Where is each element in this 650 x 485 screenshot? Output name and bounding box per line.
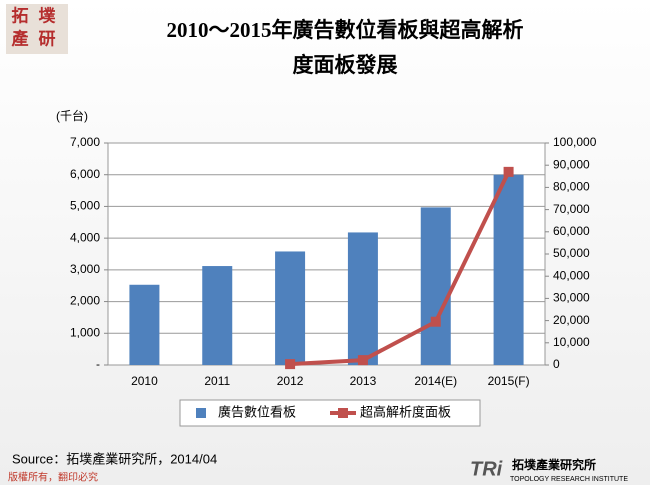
- x-tick-label: 2014(E): [414, 374, 457, 388]
- line-marker: [357, 355, 368, 366]
- chart-title: 度面板發展: [293, 53, 398, 77]
- x-tick-label: 2011: [204, 374, 230, 388]
- legend-swatch: [338, 408, 348, 418]
- brand: 拓墣產業研究所: [512, 457, 596, 472]
- copyright: 版權所有，翻印必究: [8, 471, 98, 484]
- brand-en: TOPOLOGY RESEARCH INSTITUTE: [510, 476, 628, 483]
- y2-tick-label: 20,000: [553, 313, 590, 327]
- x-tick-label: 2013: [350, 374, 377, 388]
- x-tick-label: 2010: [131, 374, 158, 388]
- y-tick-label: 5,000: [70, 199, 100, 213]
- y2-tick-label: 0: [553, 357, 560, 371]
- chart-title: 2010～2015年廣告數位看板與超高解析: [167, 18, 524, 42]
- y2-tick-label: 70,000: [553, 202, 590, 216]
- y-tick-label: 4,000: [70, 230, 100, 244]
- y2-tick-label: 40,000: [553, 268, 590, 282]
- bar: [275, 251, 306, 365]
- logo-char: 墣: [39, 6, 56, 25]
- y-tick-label: -: [96, 357, 100, 371]
- legend-label: 廣告數位看板: [218, 404, 296, 419]
- bar: [347, 232, 378, 365]
- logo-char: 產: [12, 28, 29, 48]
- bar: [493, 174, 524, 365]
- legend: [179, 399, 481, 427]
- y-tick-label: 7,000: [70, 135, 100, 149]
- legend-swatch: [196, 408, 206, 418]
- line: [289, 170, 511, 367]
- y2-tick-label: 30,000: [553, 291, 590, 305]
- logo-char: 研: [39, 29, 56, 48]
- y2-tick-label: 90,000: [553, 157, 590, 171]
- y-axis-label: (千台): [56, 108, 88, 123]
- bar: [129, 284, 160, 365]
- x-tick-label: 2015(F): [488, 374, 530, 388]
- logo-box: [6, 4, 68, 54]
- y2-tick-label: 80,000: [553, 180, 590, 194]
- plot-area: [107, 142, 546, 366]
- line-marker: [285, 359, 296, 370]
- y-tick-label: 6,000: [70, 167, 100, 181]
- source: Source：拓墣產業研究所，2014/04: [12, 451, 217, 466]
- y2-tick-label: 50,000: [553, 246, 590, 260]
- line-marker: [503, 166, 514, 177]
- y-tick-label: 3,000: [70, 262, 100, 276]
- brand-mark: TRi: [470, 458, 503, 480]
- logo-char: 拓: [12, 6, 29, 25]
- legend-label: 超高解析度面板: [360, 404, 451, 419]
- line-marker: [430, 316, 441, 327]
- y2-tick-label: 60,000: [553, 224, 590, 238]
- bar: [202, 266, 233, 365]
- y2-tick-label: 100,000: [553, 135, 597, 149]
- x-tick-label: 2012: [277, 374, 304, 388]
- y-tick-label: 1,000: [70, 325, 100, 339]
- y-tick-label: 2,000: [70, 294, 100, 308]
- y2-tick-label: 10,000: [553, 335, 590, 349]
- bar: [420, 207, 451, 365]
